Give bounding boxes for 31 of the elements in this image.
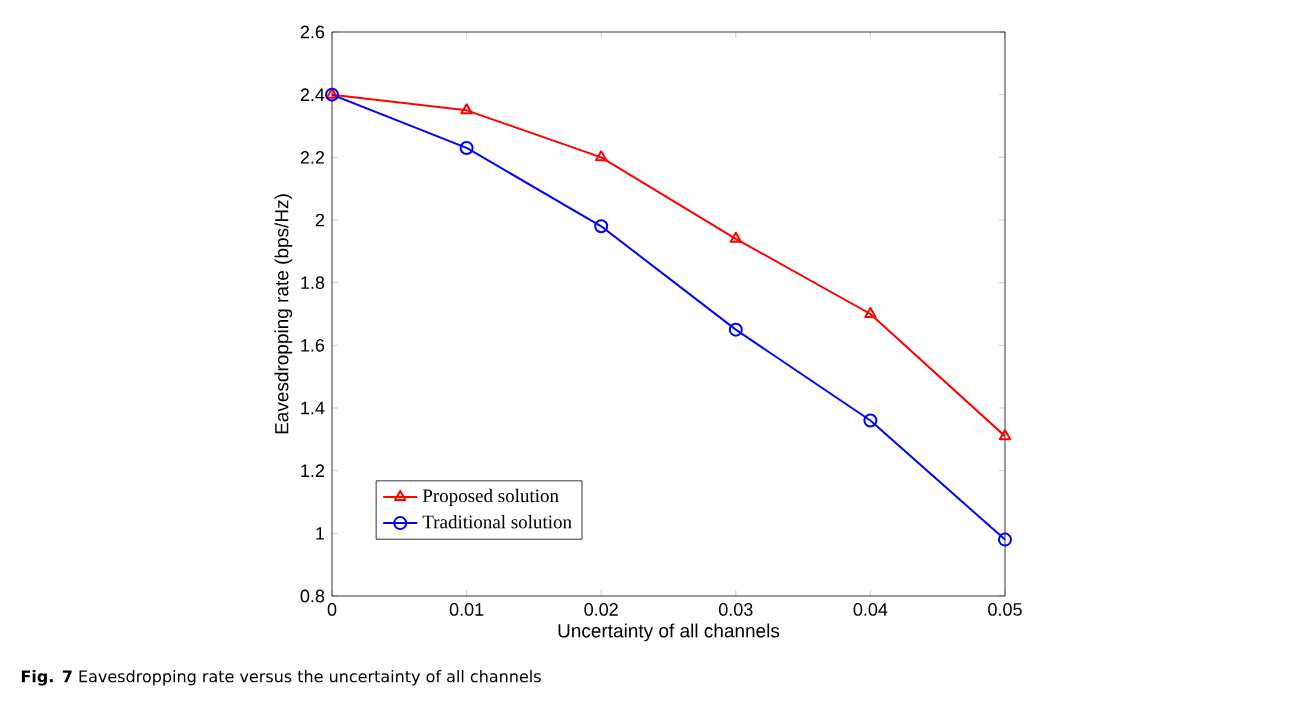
point — [864, 307, 877, 318]
y-tick-label: 2.4 — [300, 88, 325, 101]
x-tick-label: 0.04 — [853, 603, 888, 616]
y-tick-label: 2.2 — [300, 151, 325, 164]
point — [728, 322, 743, 337]
legend-label: Traditional solution — [422, 515, 572, 529]
y-tick-label: 0.8 — [300, 589, 325, 603]
point — [460, 103, 473, 115]
text: Fig. 7 Eavesdropping rate versus the uncertainty of all channels — [21, 670, 541, 686]
point — [863, 413, 878, 428]
y-tick-label: 2 — [315, 213, 325, 227]
x-tick-label: 0.01 — [449, 603, 484, 616]
x-tick-label: 0.03 — [718, 603, 753, 616]
y-tick-label: 1 — [316, 527, 325, 540]
point — [594, 219, 609, 234]
point — [998, 532, 1012, 547]
x-tick-label: 0.05 — [988, 603, 1022, 616]
y-tick-label: 1.6 — [301, 338, 325, 352]
y-tick-label: 1.2 — [301, 464, 325, 477]
x-tick-label: 0 — [327, 603, 337, 616]
point — [729, 231, 742, 243]
point — [459, 140, 474, 155]
y-tick-label: 2.6 — [300, 25, 325, 39]
x-tick-label: 0.02 — [584, 603, 618, 616]
y-tick-label: 1.8 — [301, 276, 325, 290]
y-axis-title: Eavesdropping rate (bps/Hz) — [274, 194, 293, 434]
point — [595, 150, 608, 162]
legend-label: Proposed solution — [422, 488, 559, 507]
y-tick-label: 1.4 — [301, 401, 325, 415]
point — [998, 429, 1012, 441]
x-axis-title: Uncertainty of all channels — [558, 623, 780, 642]
